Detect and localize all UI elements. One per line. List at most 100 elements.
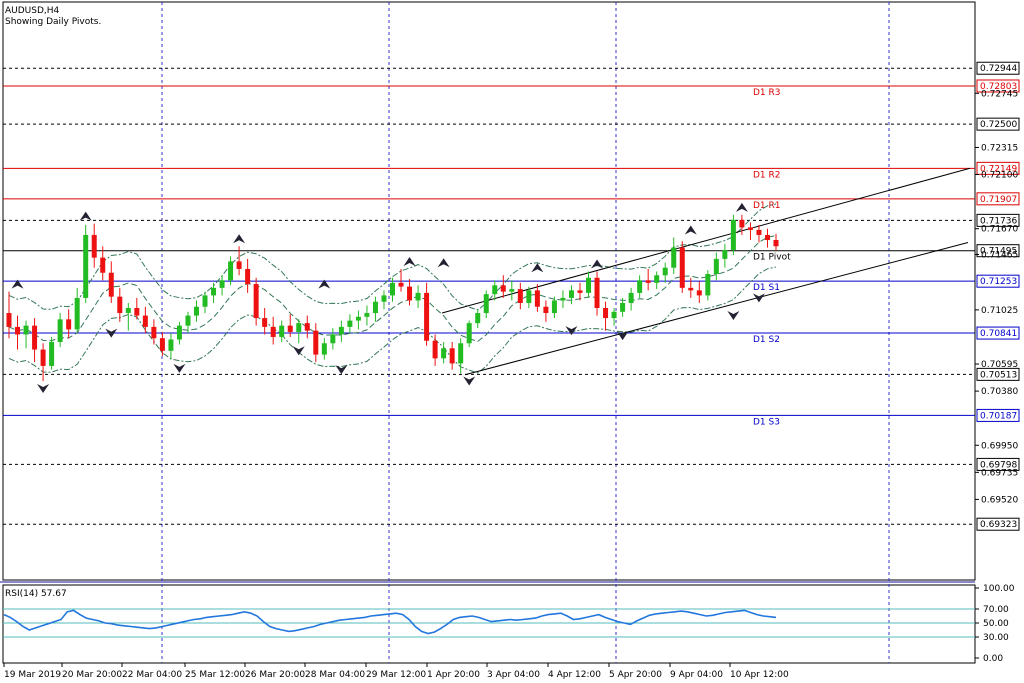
candle-body	[603, 308, 609, 319]
rsi-tick-label: 0.00	[983, 654, 1003, 664]
price-label-box	[976, 61, 1020, 75]
candle-body	[364, 313, 370, 317]
candle-body	[713, 258, 719, 274]
candle-body	[560, 297, 566, 301]
price-label: 0.72944	[980, 64, 1017, 74]
time-tick-label: 25 Mar 12:00	[185, 670, 245, 680]
candle-body	[228, 261, 234, 281]
candle-body	[219, 280, 225, 288]
price-tick-label: 0.72745	[981, 89, 1018, 99]
fractal-markers	[11, 202, 765, 394]
pivot-name: D1 S3	[753, 417, 780, 427]
price-label: 0.69323	[980, 520, 1017, 530]
pivot-label-box	[976, 161, 1020, 175]
candle-body	[662, 267, 668, 276]
candle-body	[245, 268, 251, 285]
candle-body	[475, 313, 481, 324]
pivot-label: 0.70841	[980, 329, 1017, 339]
candle-body	[611, 311, 617, 319]
fractal-up-icon	[591, 259, 604, 269]
candle-body	[134, 308, 140, 316]
candle-body	[747, 227, 753, 230]
candle-body	[381, 295, 387, 302]
candle-body	[756, 229, 762, 235]
candle-body	[773, 240, 779, 247]
time-tick-label: 19 Mar 2019	[4, 670, 61, 680]
candle-body	[526, 290, 532, 303]
price-label-box	[976, 367, 1020, 381]
candle-body	[500, 285, 506, 292]
pivot-label: 0.71907	[980, 195, 1017, 205]
middle-band	[8, 235, 777, 343]
candle-body	[568, 290, 574, 298]
candle-body	[262, 318, 268, 327]
candle-body	[671, 247, 677, 268]
candle-body	[74, 297, 80, 330]
trend-line	[464, 242, 969, 376]
time-tick-label: 5 Apr 20:00	[609, 670, 662, 680]
candle-body	[287, 325, 293, 332]
pivot-label-box	[976, 408, 1020, 422]
time-tick-label: 28 Mar 04:00	[305, 670, 365, 680]
fractal-down-icon	[335, 365, 348, 375]
candle-body	[6, 313, 12, 327]
candle-body	[57, 319, 63, 342]
candle-body	[705, 274, 711, 296]
pivot-name: D1 R3	[753, 88, 781, 98]
chart-title: AUDUSD,H4	[5, 6, 60, 16]
candle-body	[151, 326, 157, 339]
candle-body	[407, 286, 413, 301]
fractal-down-icon	[173, 363, 186, 373]
candle-body	[15, 326, 21, 335]
time-tick-label: 4 Apr 12:00	[548, 670, 601, 680]
main-panel-border	[2, 1, 976, 581]
pivot-label: 0.71253	[980, 277, 1017, 287]
price-label: 0.71736	[980, 216, 1017, 226]
fractal-down-icon	[616, 331, 629, 341]
candle-body	[620, 302, 626, 312]
candle-body	[125, 308, 131, 314]
time-tick-label: 10 Apr 12:00	[730, 670, 789, 680]
rsi-panel: 100.00 70.00 50.00 30.00 0.00	[3, 584, 1015, 664]
fractal-up-icon	[684, 225, 697, 235]
candle-body	[108, 272, 114, 297]
candle-body	[577, 290, 583, 293]
candle-body	[398, 282, 404, 287]
time-tick-label: 1 Apr 20:00	[427, 670, 480, 680]
fractal-up-icon	[79, 211, 92, 221]
candle-body	[330, 334, 336, 344]
price-tick-label: 0.70595	[981, 360, 1018, 370]
price-tick-label: 0.69735	[981, 468, 1018, 478]
chart-subtitle: Showing Daily Pivots.	[5, 17, 101, 27]
candle-body	[304, 323, 310, 331]
fractal-down-icon	[463, 376, 476, 386]
candle-body	[321, 343, 327, 355]
candle-body	[185, 315, 191, 326]
candle-body	[202, 295, 208, 307]
fractal-down-icon	[105, 328, 118, 338]
fractal-up-icon	[735, 202, 748, 212]
candle-body	[32, 325, 38, 350]
time-tick-label: 9 Apr 04:00	[670, 670, 723, 680]
rsi-line	[3, 609, 777, 635]
fractal-up-icon	[437, 258, 450, 268]
candle-body	[176, 325, 182, 340]
pivot-label-box	[976, 244, 1020, 258]
trend-lines	[441, 167, 971, 376]
candle-body	[347, 320, 353, 327]
pivot-label-box	[976, 326, 1020, 340]
candle-body	[355, 316, 361, 321]
pivot-label-box	[976, 192, 1020, 206]
fractal-up-icon	[233, 234, 246, 244]
candle-body	[696, 290, 702, 296]
pivot-name: D1 S1	[753, 283, 780, 293]
pivot-label: 0.72803	[980, 82, 1017, 92]
candle-body	[722, 250, 728, 259]
time-tick-label: 26 Mar 20:00	[245, 670, 305, 680]
candle-body	[764, 234, 770, 240]
time-tick-label: 29 Mar 12:00	[366, 670, 426, 680]
candle-body	[296, 323, 302, 332]
candle-body	[449, 348, 455, 364]
price-label-box	[976, 117, 1020, 131]
